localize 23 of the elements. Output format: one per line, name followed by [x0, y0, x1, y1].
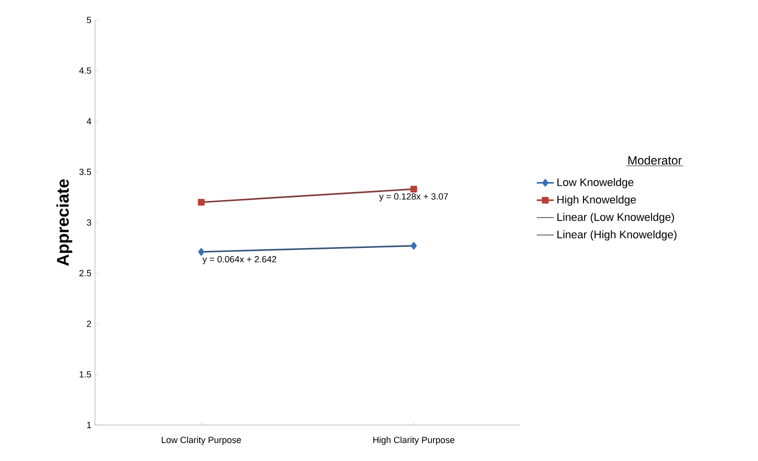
x-tick-label: Low Clarity Purpose	[162, 436, 241, 445]
y-tick-label: 4	[86, 118, 92, 124]
x-tick-label: High Clarity Purpose	[373, 436, 454, 445]
y-tick-label: 4.5	[79, 67, 92, 74]
y-tick-label: 2.5	[79, 270, 92, 276]
y-tick-label: 5	[86, 16, 92, 24]
legend-label: High Knoweldge	[557, 195, 636, 206]
point	[198, 198, 205, 206]
y-axis-title: Appreciate	[56, 179, 72, 266]
y-tick-label: 2	[86, 320, 92, 327]
legend-title: Moderator	[628, 156, 682, 165]
annotation: y = 0.128x + 3.07	[379, 193, 448, 202]
point	[410, 186, 418, 192]
annotation: y = 0.064x + 2.642	[202, 256, 276, 264]
y-tick-label: 3.5	[79, 168, 92, 176]
legend-label: Linear (High Knoweldge)	[557, 230, 676, 241]
legend-label: Low Knoweldge	[557, 178, 634, 188]
point	[410, 242, 417, 250]
y-tick-label: 3	[86, 219, 92, 226]
y-tick-label: 1.5	[80, 371, 92, 378]
y-tick-label: 1	[87, 422, 92, 428]
legend-label: Linear (Low Knoweldge)	[557, 212, 674, 224]
point	[198, 248, 204, 256]
